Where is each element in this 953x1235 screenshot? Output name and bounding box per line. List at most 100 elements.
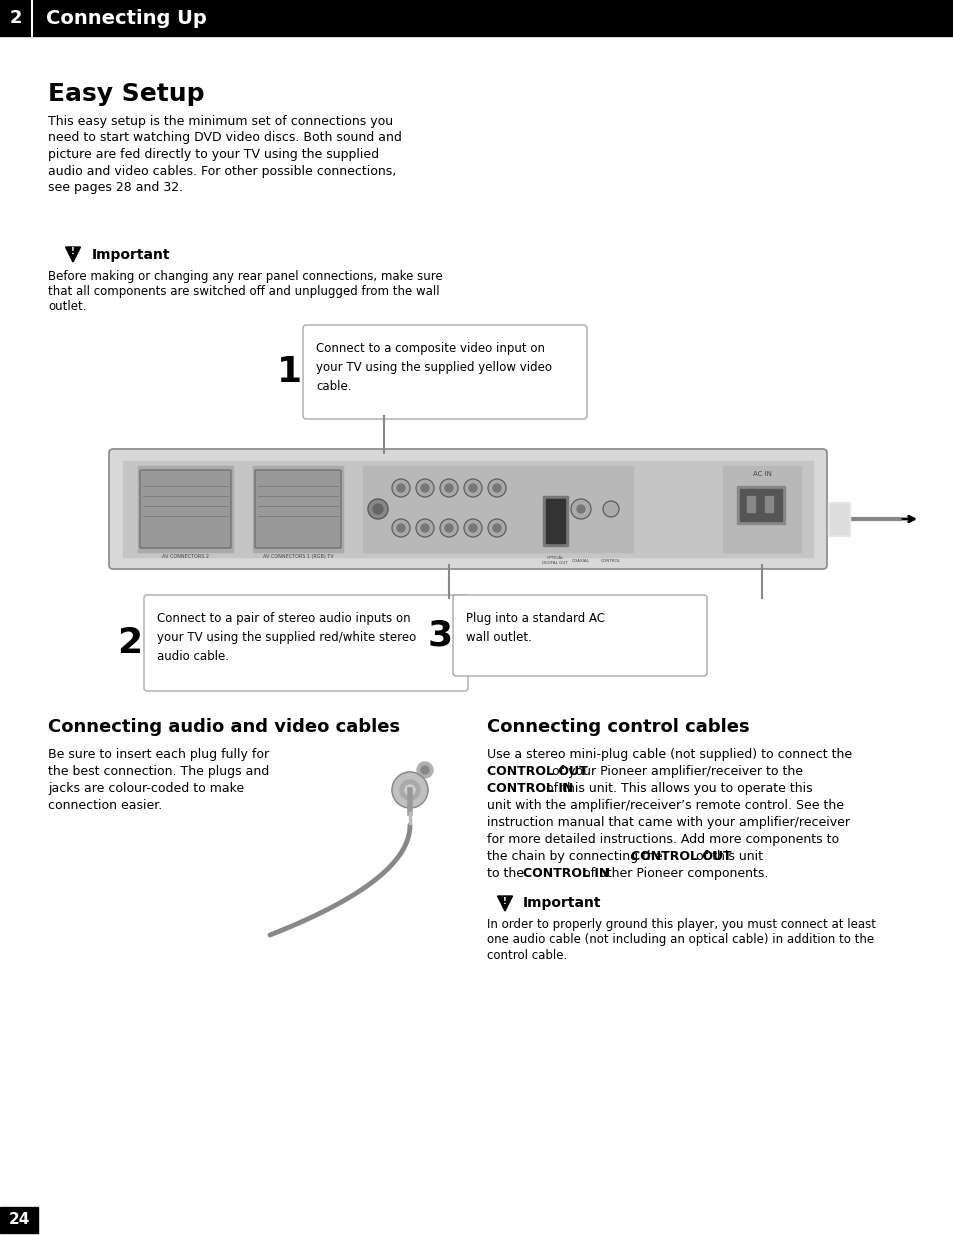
- Bar: [138, 466, 233, 552]
- Text: see pages 28 and 32.: see pages 28 and 32.: [48, 182, 183, 194]
- Text: CONTROL OUT: CONTROL OUT: [486, 764, 587, 778]
- Text: CONTROL IN: CONTROL IN: [486, 782, 573, 795]
- Text: that all components are switched off and unplugged from the wall: that all components are switched off and…: [48, 285, 439, 298]
- Circle shape: [368, 499, 388, 519]
- Text: the chain by connecting the: the chain by connecting the: [486, 850, 666, 863]
- Text: for more detailed instructions. Add more components to: for more detailed instructions. Add more…: [486, 832, 839, 846]
- Text: In order to properly ground this player, you must connect at least: In order to properly ground this player,…: [486, 918, 875, 931]
- Text: Plug into a standard AC
wall outlet.: Plug into a standard AC wall outlet.: [465, 613, 604, 643]
- Circle shape: [416, 479, 434, 496]
- Circle shape: [396, 484, 405, 492]
- Circle shape: [493, 484, 500, 492]
- Text: Connecting Up: Connecting Up: [46, 9, 207, 27]
- Circle shape: [577, 505, 584, 513]
- Circle shape: [392, 519, 410, 537]
- Circle shape: [399, 781, 419, 800]
- Text: CONTROL: CONTROL: [600, 559, 620, 563]
- FancyBboxPatch shape: [140, 471, 231, 548]
- Circle shape: [463, 519, 481, 537]
- Text: !: !: [502, 897, 506, 905]
- FancyBboxPatch shape: [453, 595, 706, 676]
- Circle shape: [420, 484, 429, 492]
- Circle shape: [493, 524, 500, 532]
- Text: Important: Important: [522, 897, 601, 910]
- Circle shape: [439, 479, 457, 496]
- Circle shape: [405, 785, 415, 795]
- Text: 2: 2: [117, 626, 142, 659]
- Text: need to start watching DVD video discs. Both sound and: need to start watching DVD video discs. …: [48, 131, 401, 144]
- Circle shape: [392, 479, 410, 496]
- Text: the best connection. The plugs and: the best connection. The plugs and: [48, 764, 269, 778]
- Text: Easy Setup: Easy Setup: [48, 82, 204, 106]
- Bar: [0, 0, 953, 36]
- FancyBboxPatch shape: [303, 325, 586, 419]
- Circle shape: [373, 504, 382, 514]
- Text: Connect to a composite video input on
your TV using the supplied yellow video
ca: Connect to a composite video input on yo…: [315, 342, 552, 393]
- Circle shape: [469, 524, 476, 532]
- Circle shape: [420, 766, 429, 774]
- Text: Connecting audio and video cables: Connecting audio and video cables: [48, 718, 399, 736]
- Text: outlet.: outlet.: [48, 300, 87, 312]
- Circle shape: [571, 499, 590, 519]
- Bar: [542, 496, 567, 546]
- Circle shape: [463, 479, 481, 496]
- Bar: [363, 466, 633, 552]
- Text: OPTICAL: OPTICAL: [546, 556, 563, 559]
- Text: AV CONNECTORS 2: AV CONNECTORS 2: [162, 555, 209, 559]
- Circle shape: [420, 524, 429, 532]
- Text: COAXIAL: COAXIAL: [572, 559, 589, 563]
- Polygon shape: [497, 897, 512, 911]
- Text: Connecting control cables: Connecting control cables: [486, 718, 749, 736]
- Bar: [764, 496, 772, 513]
- Circle shape: [444, 484, 453, 492]
- Text: CONTROL IN: CONTROL IN: [522, 867, 609, 881]
- Text: 2: 2: [10, 9, 22, 27]
- Text: 3: 3: [427, 619, 452, 652]
- Bar: [740, 489, 781, 521]
- Text: Connect to a pair of stereo audio inputs on
your TV using the supplied red/white: Connect to a pair of stereo audio inputs…: [157, 613, 416, 663]
- Bar: [0, 1207, 38, 1233]
- FancyBboxPatch shape: [254, 471, 340, 548]
- Circle shape: [396, 524, 405, 532]
- Bar: [253, 466, 343, 552]
- Circle shape: [488, 519, 505, 537]
- Text: of this unit: of this unit: [692, 850, 762, 863]
- Text: Before making or changing any rear panel connections, make sure: Before making or changing any rear panel…: [48, 270, 442, 283]
- Bar: [827, 501, 849, 536]
- Bar: [829, 504, 847, 534]
- Text: 1: 1: [277, 354, 302, 389]
- Circle shape: [444, 524, 453, 532]
- Text: one audio cable (not including an optical cable) in addition to the: one audio cable (not including an optica…: [486, 934, 873, 946]
- Text: Important: Important: [91, 247, 171, 262]
- Text: of your Pioneer amplifier/receiver to the: of your Pioneer amplifier/receiver to th…: [547, 764, 802, 778]
- Text: picture are fed directly to your TV using the supplied: picture are fed directly to your TV usin…: [48, 148, 378, 161]
- Bar: [123, 461, 812, 557]
- Circle shape: [469, 484, 476, 492]
- Circle shape: [392, 772, 428, 808]
- Text: AC IN: AC IN: [752, 471, 771, 477]
- Text: This easy setup is the minimum set of connections you: This easy setup is the minimum set of co…: [48, 115, 393, 128]
- Circle shape: [602, 501, 618, 517]
- Text: of other Pioneer components.: of other Pioneer components.: [578, 867, 767, 881]
- Text: AV CONNECTORS 1 (RGB) TV: AV CONNECTORS 1 (RGB) TV: [262, 555, 333, 559]
- Text: jacks are colour-coded to make: jacks are colour-coded to make: [48, 782, 244, 795]
- Text: Use a stereo mini-plug cable (not supplied) to connect the: Use a stereo mini-plug cable (not suppli…: [486, 748, 851, 761]
- Text: CONTROL OUT: CONTROL OUT: [631, 850, 731, 863]
- Bar: [722, 466, 801, 552]
- Text: connection easier.: connection easier.: [48, 799, 162, 811]
- Bar: [746, 496, 754, 513]
- Polygon shape: [66, 247, 80, 262]
- Text: control cable.: control cable.: [486, 948, 567, 962]
- Text: instruction manual that came with your amplifier/receiver: instruction manual that came with your a…: [486, 816, 849, 829]
- Text: !: !: [71, 247, 75, 257]
- FancyBboxPatch shape: [144, 595, 468, 692]
- Circle shape: [416, 519, 434, 537]
- Text: to the: to the: [486, 867, 527, 881]
- Text: 24: 24: [9, 1213, 30, 1228]
- FancyBboxPatch shape: [109, 450, 826, 569]
- Text: of this unit. This allows you to operate this: of this unit. This allows you to operate…: [542, 782, 812, 795]
- Circle shape: [416, 762, 433, 778]
- Circle shape: [439, 519, 457, 537]
- Text: audio and video cables. For other possible connections,: audio and video cables. For other possib…: [48, 164, 395, 178]
- Text: DIGITAL OUT: DIGITAL OUT: [541, 561, 567, 564]
